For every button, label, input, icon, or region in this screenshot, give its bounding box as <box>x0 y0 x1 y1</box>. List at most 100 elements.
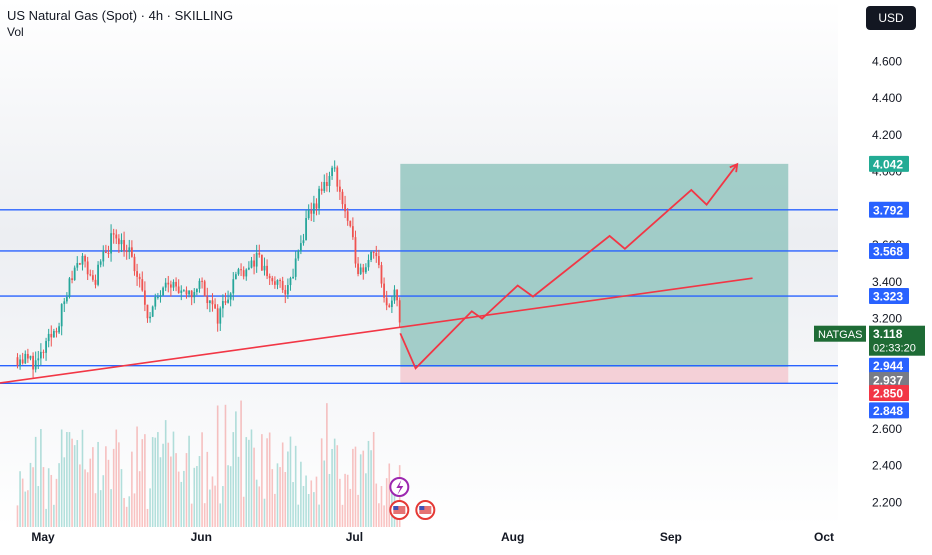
candle-body <box>310 210 313 214</box>
volume-bar <box>196 466 198 527</box>
candle-body <box>32 355 34 370</box>
level-badge-3323[interactable] <box>869 288 909 305</box>
time-axis-panel <box>0 527 838 550</box>
price-axis-panel <box>838 0 932 550</box>
candle-body <box>292 276 294 279</box>
level-badge-3792[interactable] <box>869 201 909 218</box>
candle-body <box>245 269 248 277</box>
candle-body <box>377 256 380 266</box>
volume-bar <box>372 432 375 527</box>
volume-bar <box>123 497 125 527</box>
volume-bar <box>294 445 297 527</box>
volume-bar <box>71 438 73 527</box>
candle-body <box>289 278 292 286</box>
volume-bar <box>250 429 253 527</box>
candle-body <box>393 289 396 301</box>
candle-body <box>84 255 86 262</box>
volume-bar <box>89 458 92 527</box>
symbol-badge[interactable] <box>814 325 866 342</box>
candle-body <box>112 233 115 235</box>
currency-button[interactable]: USD <box>866 6 916 30</box>
volume-bar <box>333 438 336 527</box>
flag-stripes-icon <box>419 506 432 514</box>
candle-body <box>172 281 175 288</box>
candle-body <box>336 167 339 187</box>
candle-body <box>60 304 63 327</box>
volume-bar <box>37 486 40 527</box>
volume-bar <box>341 504 344 527</box>
candle-body <box>297 250 300 259</box>
candle-body <box>123 240 125 251</box>
candle-body <box>312 203 315 214</box>
candle-body <box>232 279 235 294</box>
stop-zone[interactable] <box>400 366 789 383</box>
trend-line[interactable] <box>0 277 753 384</box>
candle-body <box>107 252 110 254</box>
target-zone[interactable] <box>400 163 789 367</box>
volume-bar <box>58 463 60 527</box>
volume-bar <box>42 467 45 527</box>
volume-bar <box>261 434 263 527</box>
price-tick-label: 2.400 <box>872 459 902 473</box>
candle-body <box>104 251 107 253</box>
candle-body <box>331 167 333 176</box>
candle-body <box>370 252 372 260</box>
volume-bar <box>237 456 240 527</box>
volume-bar <box>92 447 94 527</box>
volume-bar <box>242 496 245 527</box>
volume-bar <box>112 448 115 527</box>
volume-bar <box>151 437 154 527</box>
candle-body <box>19 359 21 366</box>
volume-bar <box>201 432 203 527</box>
volume-bar <box>271 469 274 527</box>
candle-body <box>333 167 336 169</box>
volume-bar <box>172 431 175 527</box>
candle-body <box>286 285 289 295</box>
level-badge-3323-text: 3.323 <box>873 290 903 304</box>
candle-body <box>180 290 183 293</box>
lightning-glyph-icon <box>396 480 404 495</box>
candle-body <box>156 296 159 298</box>
candle-body <box>167 282 170 285</box>
volume-bar <box>102 475 105 527</box>
level-badge-3568[interactable] <box>869 242 909 259</box>
volume-bar <box>375 483 378 527</box>
volume-bar <box>310 480 313 527</box>
volume-bar <box>40 429 42 527</box>
entry-price-badge-text: 2.937 <box>873 373 903 387</box>
volume-bar <box>245 437 248 527</box>
candle-body <box>229 293 232 300</box>
volume-bar <box>336 445 339 527</box>
volume-bar <box>115 429 118 527</box>
volume-bar <box>346 474 349 527</box>
stop-price-badge[interactable] <box>869 384 909 401</box>
candle-body <box>323 181 326 191</box>
projection-path[interactable] <box>399 162 739 370</box>
volume-bar <box>47 468 50 527</box>
volume-bar <box>320 438 323 527</box>
level-badge-2848[interactable] <box>869 402 909 419</box>
candle-body <box>398 300 401 323</box>
candle-body <box>24 353 27 364</box>
candle-body <box>71 278 73 280</box>
volume-bar <box>133 493 136 527</box>
volume-bar <box>170 456 172 527</box>
volume-bar <box>21 478 24 527</box>
candle-body <box>247 267 250 270</box>
volume-bar <box>146 508 149 527</box>
candle-body <box>383 283 385 298</box>
candle-body <box>29 355 32 359</box>
countdown-text: 02:33:20 <box>873 343 916 355</box>
target-price-badge[interactable] <box>869 155 909 172</box>
current-price-badge[interactable] <box>869 325 925 356</box>
candle-body <box>362 267 365 273</box>
candle-body <box>354 237 357 264</box>
candle-body <box>94 279 97 285</box>
candle-body <box>250 260 253 268</box>
entry-price-badge[interactable] <box>869 371 909 388</box>
candle-body <box>385 297 388 306</box>
level-badge-2944[interactable] <box>869 357 909 374</box>
volume-bar <box>34 436 37 527</box>
